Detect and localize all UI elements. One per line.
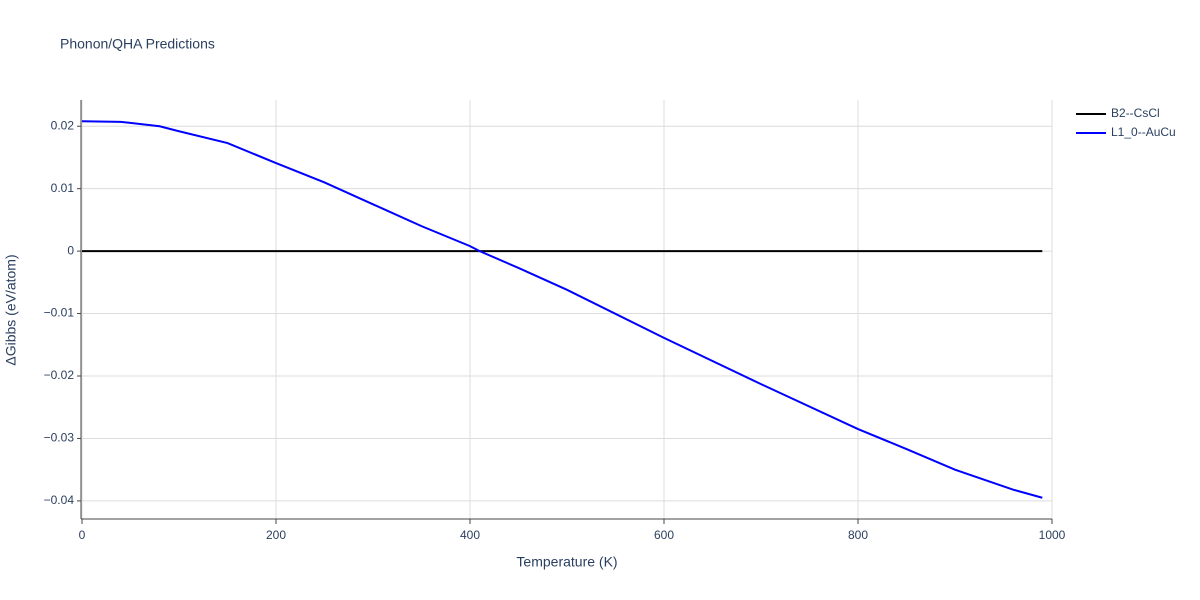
y-tick-label: 0.01 [51, 181, 75, 195]
y-tick-label: −0.02 [44, 368, 75, 382]
y-axis-title: ΔGibbs (eV/atom) [3, 254, 19, 365]
chart-title: Phonon/QHA Predictions [60, 36, 215, 52]
legend-label: B2--CsCl [1111, 106, 1160, 120]
x-tick-label: 400 [460, 528, 480, 542]
x-axis-title: Temperature (K) [516, 554, 617, 570]
y-tick-label: 0.02 [51, 118, 75, 132]
x-tick-label: 600 [654, 528, 674, 542]
series-line [81, 120, 1043, 499]
legend-label: L1_0--AuCu [1111, 125, 1176, 139]
y-tick-label: −0.04 [44, 493, 75, 507]
x-tick-label: 800 [848, 528, 868, 542]
y-tick-label: 0 [67, 243, 74, 257]
x-tick-label: 0 [79, 528, 86, 542]
x-tick-label: 1000 [1039, 528, 1066, 542]
y-tick-label: −0.03 [44, 431, 75, 445]
y-tick-label: −0.01 [44, 306, 75, 320]
x-tick-label: 200 [266, 528, 286, 542]
